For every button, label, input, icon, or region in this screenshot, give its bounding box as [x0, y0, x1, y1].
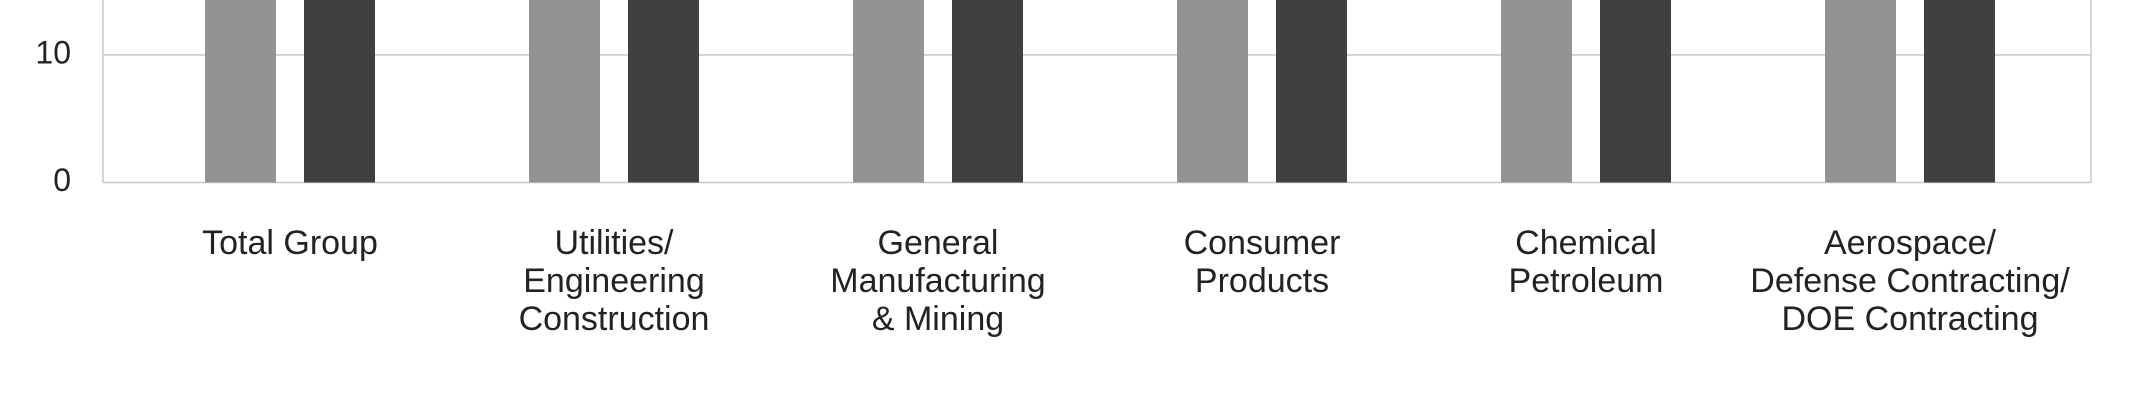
- x-tick-label: Consumer Products: [1183, 224, 1341, 300]
- bar: [952, 0, 1023, 183]
- bar: [1276, 0, 1347, 183]
- x-tick-label: Chemical Petroleum: [1508, 224, 1664, 300]
- bar: [304, 0, 375, 183]
- x-tick-label: Total Group: [202, 224, 378, 262]
- bar: [1501, 0, 1572, 183]
- bar: [1600, 0, 1671, 183]
- bar: [529, 0, 600, 183]
- bar: [1825, 0, 1896, 183]
- bar: [628, 0, 699, 183]
- x-tick-label: Aerospace/ Defense Contracting/ DOE Cont…: [1750, 224, 2070, 338]
- x-tick-label: General Manufacturing & Mining: [830, 224, 1046, 338]
- bar: [853, 0, 924, 183]
- y-tick-label: 0: [53, 162, 71, 198]
- y-tick-label: 10: [35, 34, 71, 70]
- bar: [1924, 0, 1995, 183]
- bar: [1177, 0, 1248, 183]
- x-tick-label: Utilities/ Engineering Construction: [518, 224, 710, 338]
- bar: [205, 0, 276, 183]
